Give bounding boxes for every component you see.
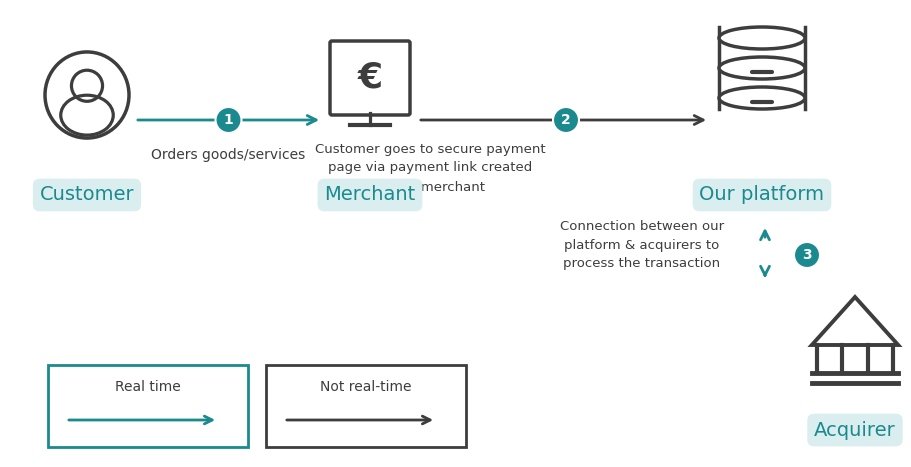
Text: 2: 2 [560, 113, 570, 127]
Bar [48, 365, 248, 447]
Bar [266, 365, 466, 447]
Ellipse shape [718, 57, 804, 79]
Text: Not real-time: Not real-time [320, 380, 411, 394]
Text: Merchant: Merchant [324, 185, 415, 205]
Text: Acquirer: Acquirer [814, 420, 895, 439]
Text: 3: 3 [802, 248, 811, 262]
Ellipse shape [718, 27, 804, 49]
Text: Our platform: Our platform [699, 185, 824, 205]
Ellipse shape [718, 87, 804, 109]
Text: 1: 1 [223, 113, 233, 127]
Text: €: € [357, 61, 382, 95]
Text: Real time: Real time [115, 380, 180, 394]
Text: Connection between our
platform & acquirers to
process the transaction: Connection between our platform & acquir… [559, 219, 723, 270]
Circle shape [552, 107, 578, 133]
Text: Orders goods/services: Orders goods/services [151, 148, 305, 162]
Circle shape [215, 107, 241, 133]
Text: Customer: Customer [40, 185, 134, 205]
Circle shape [793, 242, 819, 268]
Text: Customer goes to secure payment
page via payment link created
by the merchant: Customer goes to secure payment page via… [314, 142, 545, 193]
